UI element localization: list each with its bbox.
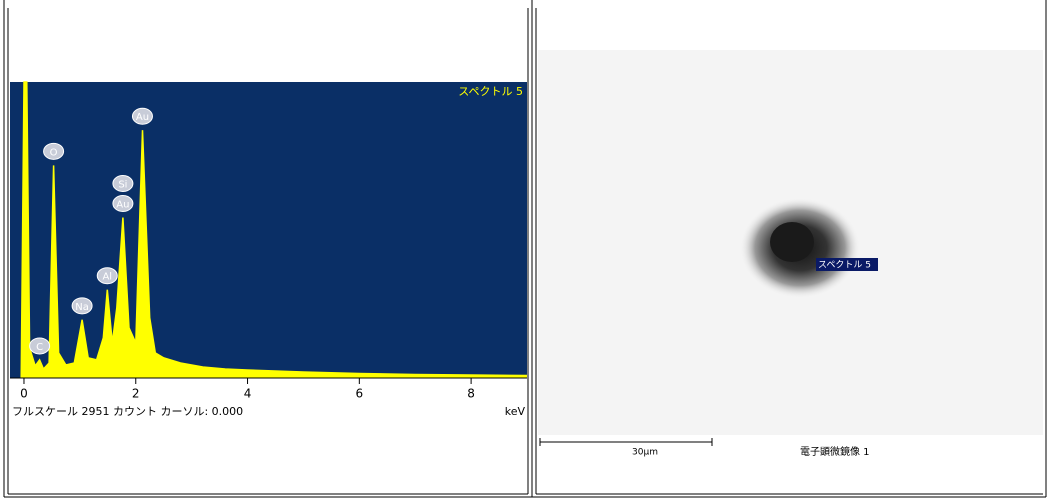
x-tick-label: 4 [244, 387, 252, 401]
spot-label: スペクトル 5 [818, 260, 871, 271]
peak-label-bubble [43, 142, 65, 160]
image-caption: 電子顕微鏡像 1 [800, 445, 870, 458]
peak-label-bubble [96, 267, 118, 285]
footer: フルスケール 2951 カウント カーソル: 0.000 [12, 405, 243, 418]
peak-label: C [36, 342, 43, 353]
peak-label: Au [116, 200, 129, 211]
peak-label: Na [75, 302, 89, 313]
x-tick-label: 8 [467, 387, 475, 401]
x-tick-label: 2 [132, 387, 140, 401]
peak-label-bubble [131, 107, 153, 125]
spectrum-area [21, 82, 527, 378]
plot-area [10, 82, 527, 378]
peak-label-bubble [112, 175, 134, 193]
peak-label: Al [102, 272, 112, 283]
spectrum-line [20, 81, 528, 379]
frame [3, 0, 1047, 498]
spectrum-label: スペクトル 5 [458, 85, 523, 98]
sem-image: スペクトル 5 30µm 電子顕微鏡像 1 [538, 50, 1043, 458]
scale-bar-label: 30µm [632, 448, 658, 458]
peak-label-bubble [29, 337, 51, 355]
x-tick-label: 0 [20, 387, 28, 401]
peak-label-bubble [71, 297, 93, 315]
peak-label: O [50, 147, 58, 158]
spot-label-box [816, 258, 878, 271]
x-unit: keV [505, 405, 526, 418]
x-tick-label: 6 [356, 387, 364, 401]
peak-label: Si [118, 180, 127, 191]
peak-label-bubble [112, 195, 134, 213]
peak-label: Au [136, 112, 149, 123]
